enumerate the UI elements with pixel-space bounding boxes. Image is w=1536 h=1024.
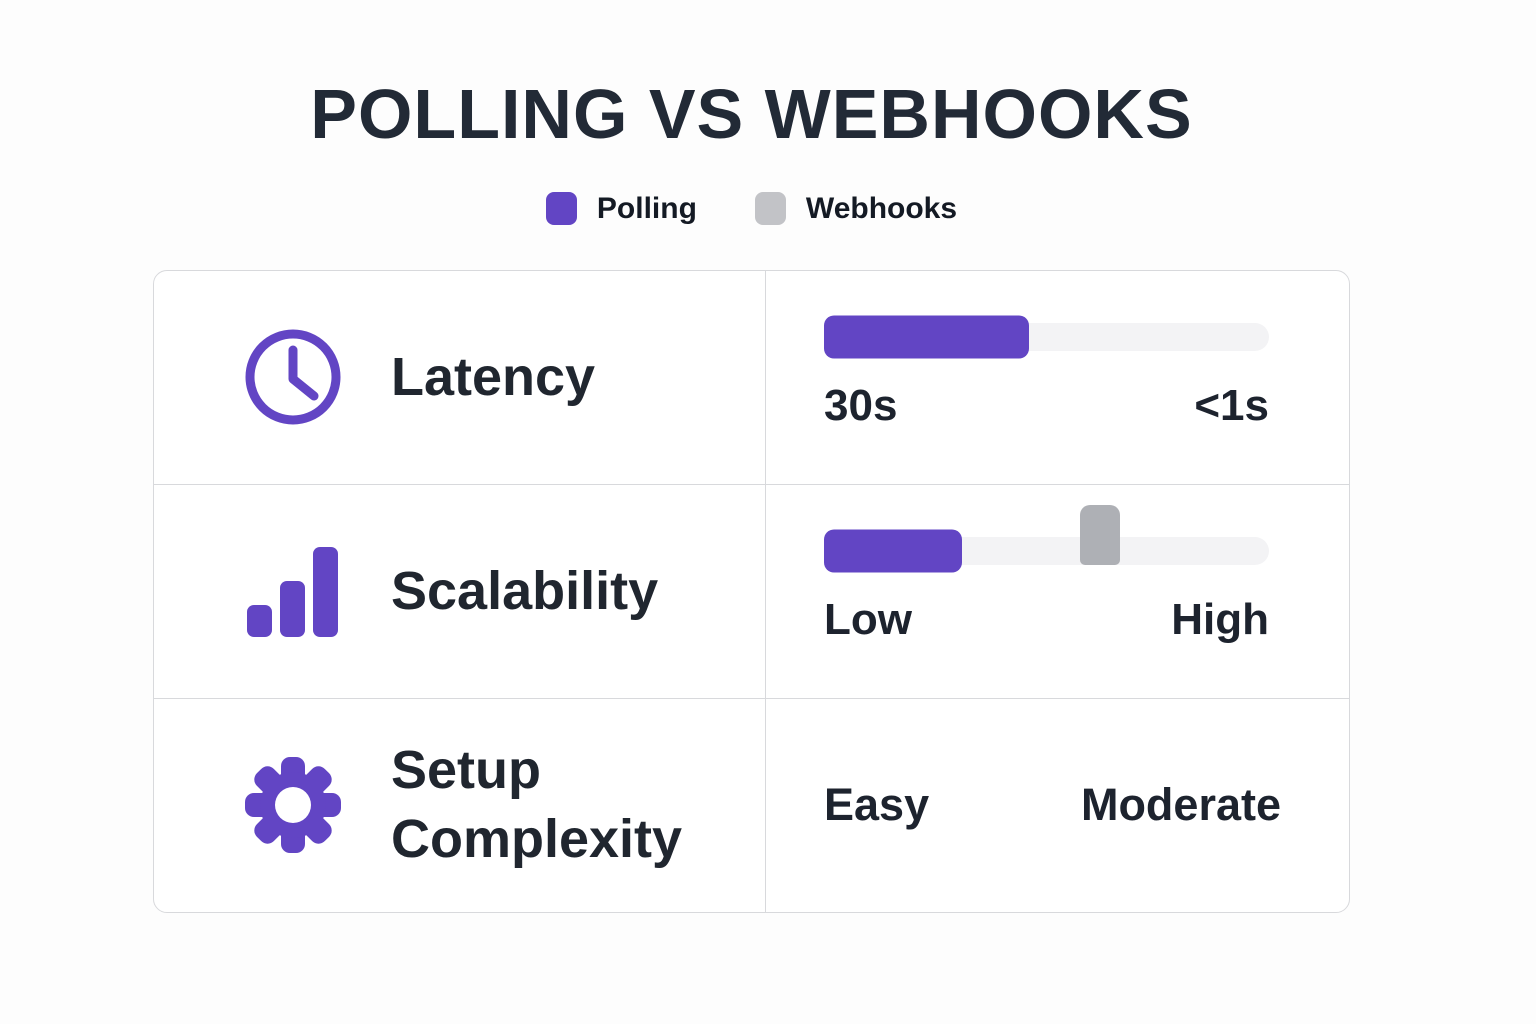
latency-scale-right: <1s — [1194, 381, 1269, 431]
metric-cell-setup-complexity: Setup Complexity — [154, 697, 765, 912]
scalability-scale-left: Low — [824, 595, 912, 645]
legend-item-webhooks: Webhooks — [754, 191, 958, 226]
scalability-webhooks-marker — [1079, 505, 1120, 566]
legend: Polling Webhooks — [153, 192, 1350, 226]
metric-cell-latency: Latency — [154, 271, 765, 485]
metric-label-setup-complexity: Setup Complexity — [391, 740, 683, 870]
value-cell-scalability: Low High — [765, 484, 1349, 698]
latency-track — [824, 315, 1269, 359]
gear-icon — [243, 755, 343, 855]
value-cell-latency: 30s <1s — [765, 270, 1349, 485]
scalability-polling-bar — [824, 529, 962, 573]
latency-scale: 30s <1s — [824, 381, 1269, 431]
metric-cell-scalability: Scalability — [154, 484, 765, 698]
legend-label-polling: Polling — [596, 191, 697, 225]
comparison-table: Latency 30s <1s — [153, 269, 1350, 913]
scalability-meter: Low High — [824, 505, 1269, 645]
metric-label-latency: Latency — [391, 346, 596, 407]
scalability-scale: Low High — [824, 595, 1269, 645]
scalability-track — [824, 505, 1269, 573]
value-cell-setup-complexity: Easy Moderate — [765, 697, 1349, 912]
webhooks-swatch — [754, 192, 786, 225]
scalability-scale-right: High — [1171, 595, 1269, 645]
polling-swatch — [545, 192, 577, 225]
legend-label-webhooks: Webhooks — [805, 191, 958, 225]
legend-item-polling: Polling — [545, 191, 697, 226]
metric-label-scalability: Scalability — [391, 560, 659, 621]
bar-chart-icon — [243, 545, 343, 638]
infographic: POLLING VS WEBHOOKS Polling Webhooks Lat… — [153, 0, 1350, 913]
setup-polling-value: Easy — [824, 779, 930, 831]
latency-scale-left: 30s — [824, 381, 898, 431]
setup-complexity-values: Easy Moderate — [824, 779, 1281, 831]
latency-polling-bar — [824, 315, 1029, 359]
setup-webhooks-value: Moderate — [1080, 779, 1281, 831]
clock-icon — [243, 327, 343, 427]
latency-meter: 30s <1s — [824, 315, 1269, 431]
page-title: POLLING VS WEBHOOKS — [310, 75, 1193, 153]
